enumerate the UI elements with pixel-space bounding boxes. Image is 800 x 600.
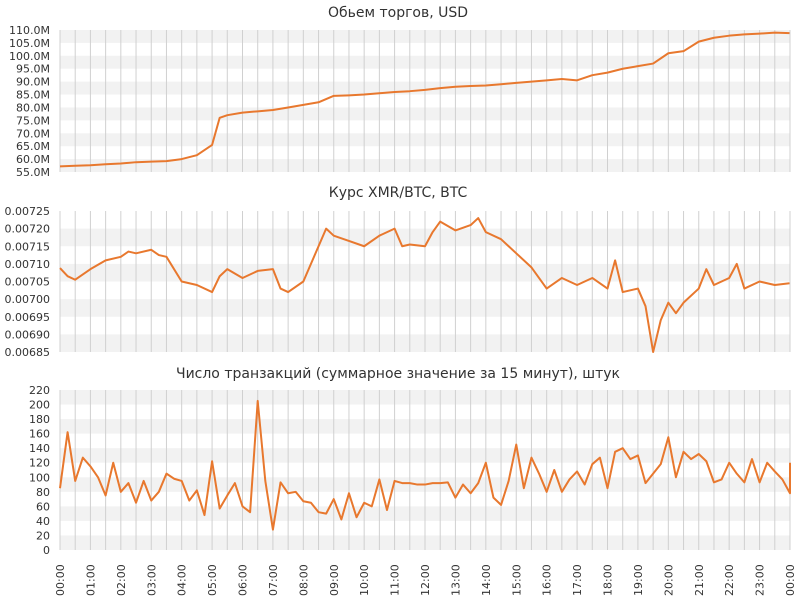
transactions-chart: Число транзакций (суммарное значение за … [29,366,797,596]
rate-chart-series [59,217,790,353]
y-tick-label: 120 [29,457,50,470]
y-tick-label: 20 [36,529,50,542]
y-tick-label: 0.00685 [5,346,51,359]
y-tick-label: 160 [29,428,50,441]
y-tick-label: 0.00705 [5,276,51,289]
y-tick-label: 0.00700 [5,293,51,306]
y-tick-label: 0.00720 [5,223,51,236]
x-tick-label: 23:00 [754,564,767,596]
volume-chart: Обьем торгов, USD 110.0M105.0M100.0M95.0… [9,5,791,179]
x-tick-label: 06:00 [237,564,250,596]
y-tick-label: 0.00695 [5,311,51,324]
y-tick-label: 80.0M [16,101,50,114]
x-tick-label: 19:00 [632,564,645,596]
y-tick-label: 40 [36,515,50,528]
y-tick-label: 55.0M [16,166,50,179]
y-tick-label: 85.0M [16,89,50,102]
series-line [59,217,790,353]
x-tick-label: 16:00 [541,564,554,596]
volume-chart-y-ticks: 110.0M105.0M100.0M95.0M90.0M85.0M80.0M75… [9,24,50,179]
y-tick-label: 0 [43,544,50,557]
x-tick-label: 01:00 [84,564,97,596]
y-tick-label: 0.00710 [5,258,51,271]
y-tick-label: 0.00690 [5,328,51,341]
x-tick-label: 09:00 [328,564,341,596]
x-tick-label: 08:00 [297,564,310,596]
volume-chart-title: Обьем торгов, USD [328,5,468,21]
y-tick-label: 60 [36,500,50,513]
x-tick-label: 04:00 [176,564,189,596]
x-tick-label: 14:00 [480,564,493,596]
x-tick-label: 11:00 [389,564,402,596]
x-tick-label: 15:00 [510,564,523,596]
rate-chart: Курс XMR/BTC, BTC 0.007250.007200.007150… [5,185,791,359]
volume-chart-grid [59,30,791,172]
x-tick-label: 18:00 [602,564,615,596]
y-tick-label: 90.0M [16,76,50,89]
x-tick-label: 02:00 [115,564,128,596]
x-tick-label: 05:00 [206,564,219,596]
y-tick-label: 180 [29,413,50,426]
y-tick-label: 95.0M [16,63,50,76]
y-tick-label: 80 [36,486,50,499]
x-tick-label: 07:00 [267,564,280,596]
series-line [59,31,790,168]
y-tick-label: 105.0M [9,37,50,50]
series-line [59,399,791,531]
volume-chart-series [59,31,790,168]
y-tick-label: 60.0M [16,153,50,166]
y-tick-label: 0.00725 [5,205,51,218]
x-tick-label: 00:00 [54,564,67,596]
transactions-chart-series [59,399,791,531]
x-tick-label: 10:00 [358,564,371,596]
x-tick-label: 21:00 [693,564,706,596]
y-tick-label: 110.0M [9,24,50,37]
rate-chart-grid [59,211,791,352]
x-tick-label: 22:00 [723,564,736,596]
x-tick-label: 17:00 [571,564,584,596]
y-tick-label: 100 [29,471,50,484]
y-tick-label: 100.0M [9,50,50,63]
transactions-chart-x-ticks: 00:00 01:00 02:00 03:00 04:00 05:00 06:00 07:00… [54,564,797,596]
x-tick-label: 00:00 [784,564,797,596]
y-tick-label: 65.0M [16,140,50,153]
x-tick-label: 20:00 [662,564,675,596]
y-tick-label: 200 [29,399,50,412]
transactions-chart-title: Число транзакций (суммарное значение за … [176,366,620,382]
x-tick-label: 13:00 [449,564,462,596]
y-tick-label: 220 [29,384,50,397]
rate-chart-title: Курс XMR/BTC, BTC [329,185,468,201]
x-tick-label: 03:00 [145,564,158,596]
x-tick-label: 12:00 [419,564,432,596]
rate-chart-y-ticks: 0.00725 0.00720 0.00715 0.00710 0.00705 0.007… [5,205,51,359]
y-tick-label: 0.00715 [5,240,51,253]
transactions-chart-grid [59,390,791,550]
y-tick-label: 70.0M [16,127,50,140]
y-tick-label: 140 [29,442,50,455]
y-tick-label: 75.0M [16,114,50,127]
